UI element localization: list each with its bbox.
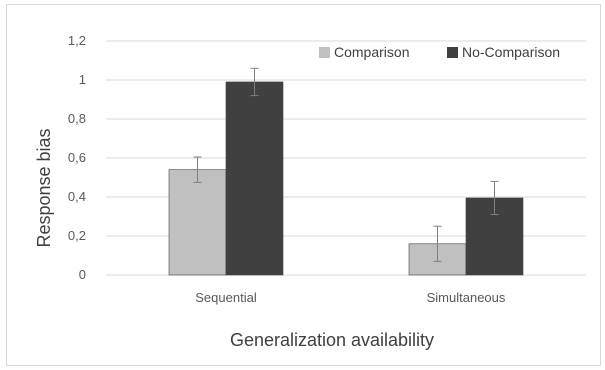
y-tick-label: 0 (79, 267, 86, 282)
y-tick-label: 1 (79, 72, 86, 87)
legend-label-no-comparison: No-Comparison (462, 44, 560, 60)
y-axis-title: Response bias (34, 128, 54, 247)
y-tick-label: 0,6 (68, 150, 86, 165)
x-category-label: Sequential (195, 290, 257, 305)
legend: Comparison No-Comparison (319, 44, 560, 60)
y-tick-label: 0,8 (68, 111, 86, 126)
bar-no-comparison-sequential (225, 81, 284, 276)
x-category-label: Simultaneous (427, 290, 506, 305)
legend-label-comparison: Comparison (334, 44, 409, 60)
y-axis-ticks: 0 0,2 0,4 0,6 0,8 1 1,2 (68, 33, 86, 282)
y-tick-label: 0,2 (68, 228, 86, 243)
x-axis-title: Generalization availability (230, 330, 434, 350)
error-bars (193, 67, 499, 262)
bar-comparison-sequential (168, 169, 227, 276)
legend-swatch-comparison (319, 47, 330, 58)
y-tick-label: 1,2 (68, 33, 86, 48)
chart-frame (6, 4, 601, 366)
x-axis-categories: Sequential Simultaneous (195, 290, 506, 305)
bars (168, 81, 524, 276)
legend-swatch-no-comparison (447, 47, 458, 58)
y-tick-label: 0,4 (68, 189, 86, 204)
